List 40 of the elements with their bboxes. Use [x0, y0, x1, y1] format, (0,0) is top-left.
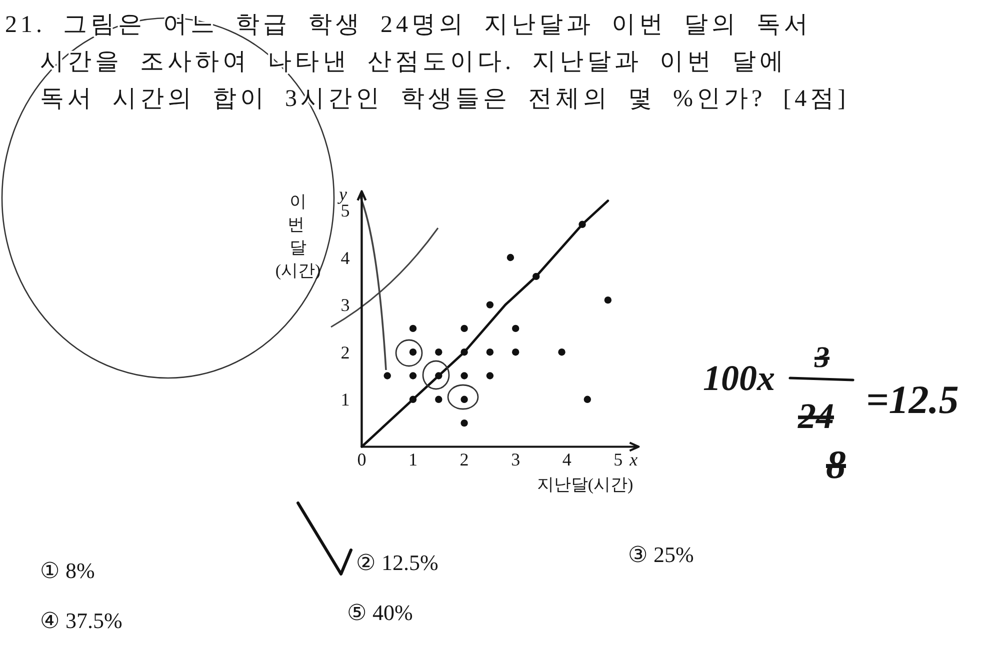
y-tick-label: 2: [340, 342, 350, 362]
y-tick-label: 4: [340, 248, 350, 268]
text: =12.5: [866, 377, 959, 422]
point: [409, 324, 417, 332]
y-tick-label: 3: [340, 295, 350, 316]
point: [460, 324, 468, 332]
x-tick-label: 0: [357, 450, 366, 470]
x-tick-label: 5: [614, 450, 623, 470]
point: [558, 348, 566, 356]
point: [512, 324, 520, 332]
point: [460, 372, 468, 380]
point: [512, 348, 520, 356]
text: ② 12.5%: [356, 550, 438, 575]
text: 8: [826, 442, 846, 487]
point: [486, 301, 494, 308]
text: ① 8%: [40, 558, 95, 583]
x-tick-label: 2: [460, 450, 469, 470]
point: [435, 396, 442, 404]
point: [460, 419, 468, 427]
annotation: x: [628, 450, 638, 470]
text: ⑤ 40%: [347, 600, 413, 625]
x-tick-label: 3: [511, 450, 520, 470]
point: [604, 296, 612, 304]
point: [486, 372, 494, 380]
y-tick-label: 1: [340, 390, 350, 410]
point: [384, 372, 391, 380]
text: 3: [814, 341, 830, 374]
x-tick-label: 1: [408, 450, 418, 470]
x-tick-label: 4: [562, 450, 572, 470]
y-axis-title: 이번 달(시간): [275, 192, 321, 280]
point: [486, 348, 494, 356]
point: [584, 396, 592, 404]
point: [435, 348, 442, 356]
x-axis-title: 지난달(시간): [536, 475, 634, 494]
text: 24: [797, 396, 834, 436]
point: [506, 254, 514, 262]
text: ④ 37.5%: [40, 608, 122, 633]
text: 100x: [703, 358, 775, 398]
text: ③ 25%: [628, 542, 694, 567]
point: [409, 372, 417, 380]
